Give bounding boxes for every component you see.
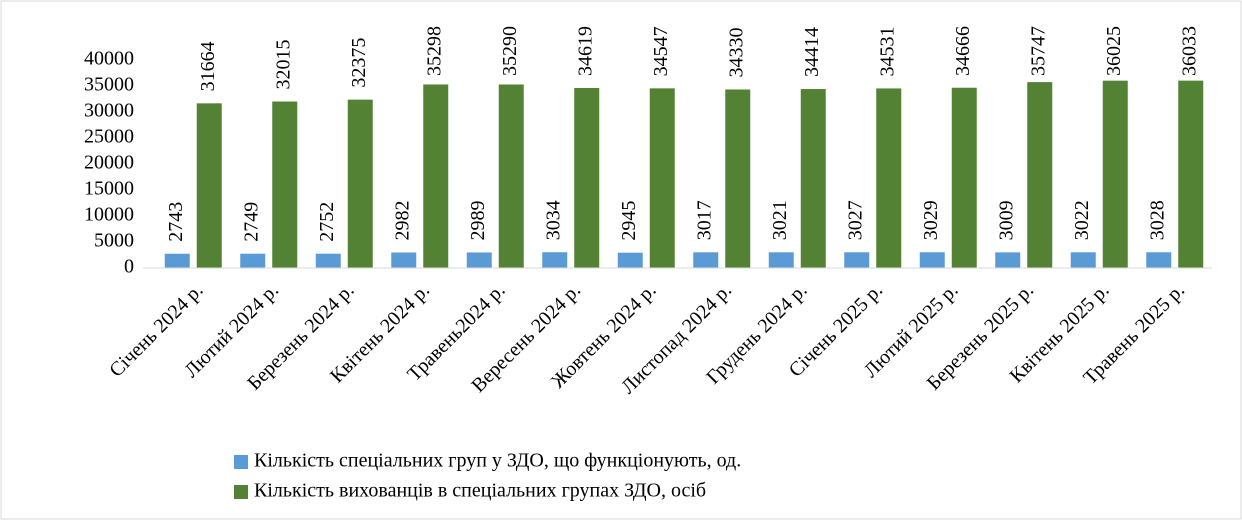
data-label: 36025 bbox=[1103, 26, 1125, 76]
data-label: 2743 bbox=[165, 202, 187, 242]
bar bbox=[466, 252, 492, 268]
data-label: 35298 bbox=[423, 26, 445, 76]
data-label: 3029 bbox=[920, 200, 942, 240]
data-label: 34619 bbox=[574, 26, 596, 76]
data-label: 2752 bbox=[316, 202, 338, 242]
bar bbox=[1070, 252, 1096, 268]
data-label: 2989 bbox=[467, 200, 489, 240]
data-label: 2945 bbox=[618, 201, 640, 241]
bar bbox=[1102, 80, 1128, 268]
y-tick-label: 25000 bbox=[84, 126, 134, 148]
data-label: 32375 bbox=[348, 38, 370, 88]
legend-label: Кількість спеціальних груп у ЗДО, що фун… bbox=[254, 450, 741, 472]
bar bbox=[240, 253, 266, 268]
data-label: 3027 bbox=[844, 200, 866, 240]
data-label: 3022 bbox=[1071, 200, 1093, 240]
legend-swatch bbox=[234, 485, 248, 499]
bar bbox=[768, 252, 794, 268]
bar bbox=[574, 87, 600, 268]
bar bbox=[800, 89, 826, 268]
y-tick-label: 30000 bbox=[84, 100, 134, 122]
bar bbox=[649, 88, 675, 269]
y-tick-label: 0 bbox=[124, 256, 134, 278]
legend-swatch bbox=[234, 455, 248, 469]
data-label: 34330 bbox=[725, 27, 747, 77]
bar bbox=[1146, 252, 1172, 268]
bar bbox=[919, 252, 945, 268]
bar bbox=[995, 252, 1021, 268]
bar bbox=[1027, 82, 1053, 268]
bar bbox=[498, 84, 524, 268]
data-label: 2982 bbox=[391, 200, 413, 240]
data-label: 34414 bbox=[801, 27, 823, 77]
bar bbox=[164, 253, 190, 268]
data-label: 3034 bbox=[542, 200, 564, 240]
data-label: 31664 bbox=[197, 41, 219, 91]
data-label: 3028 bbox=[1146, 200, 1168, 240]
data-label: 34547 bbox=[650, 26, 672, 76]
data-label: 34531 bbox=[876, 26, 898, 76]
data-label: 2749 bbox=[240, 202, 262, 242]
bar bbox=[693, 252, 719, 268]
data-label: 3021 bbox=[769, 200, 791, 240]
bar bbox=[315, 253, 341, 268]
data-label: 3009 bbox=[995, 200, 1017, 240]
bar bbox=[423, 84, 449, 268]
bar bbox=[617, 252, 643, 268]
legend-label: Кількість вихованців в спеціальних група… bbox=[254, 480, 706, 502]
bar bbox=[196, 103, 222, 268]
y-tick-label: 35000 bbox=[84, 74, 134, 96]
bar bbox=[844, 252, 870, 268]
data-label: 35747 bbox=[1027, 26, 1049, 76]
data-label: 36033 bbox=[1178, 26, 1200, 76]
data-label: 35290 bbox=[499, 26, 521, 76]
data-label: 3017 bbox=[693, 200, 715, 240]
bar bbox=[542, 252, 568, 268]
y-tick-label: 15000 bbox=[84, 178, 134, 200]
y-tick-label: 40000 bbox=[84, 48, 134, 70]
y-tick-label: 5000 bbox=[94, 230, 134, 252]
bar bbox=[272, 101, 298, 268]
data-label: 34666 bbox=[952, 26, 974, 76]
bar bbox=[725, 89, 751, 268]
y-tick-label: 10000 bbox=[84, 204, 134, 226]
data-label: 32015 bbox=[272, 40, 294, 90]
bar bbox=[1178, 80, 1204, 268]
bar bbox=[876, 88, 902, 268]
bar bbox=[951, 87, 977, 268]
bar bbox=[391, 252, 417, 268]
y-tick-label: 20000 bbox=[84, 152, 134, 174]
bar bbox=[347, 99, 373, 269]
